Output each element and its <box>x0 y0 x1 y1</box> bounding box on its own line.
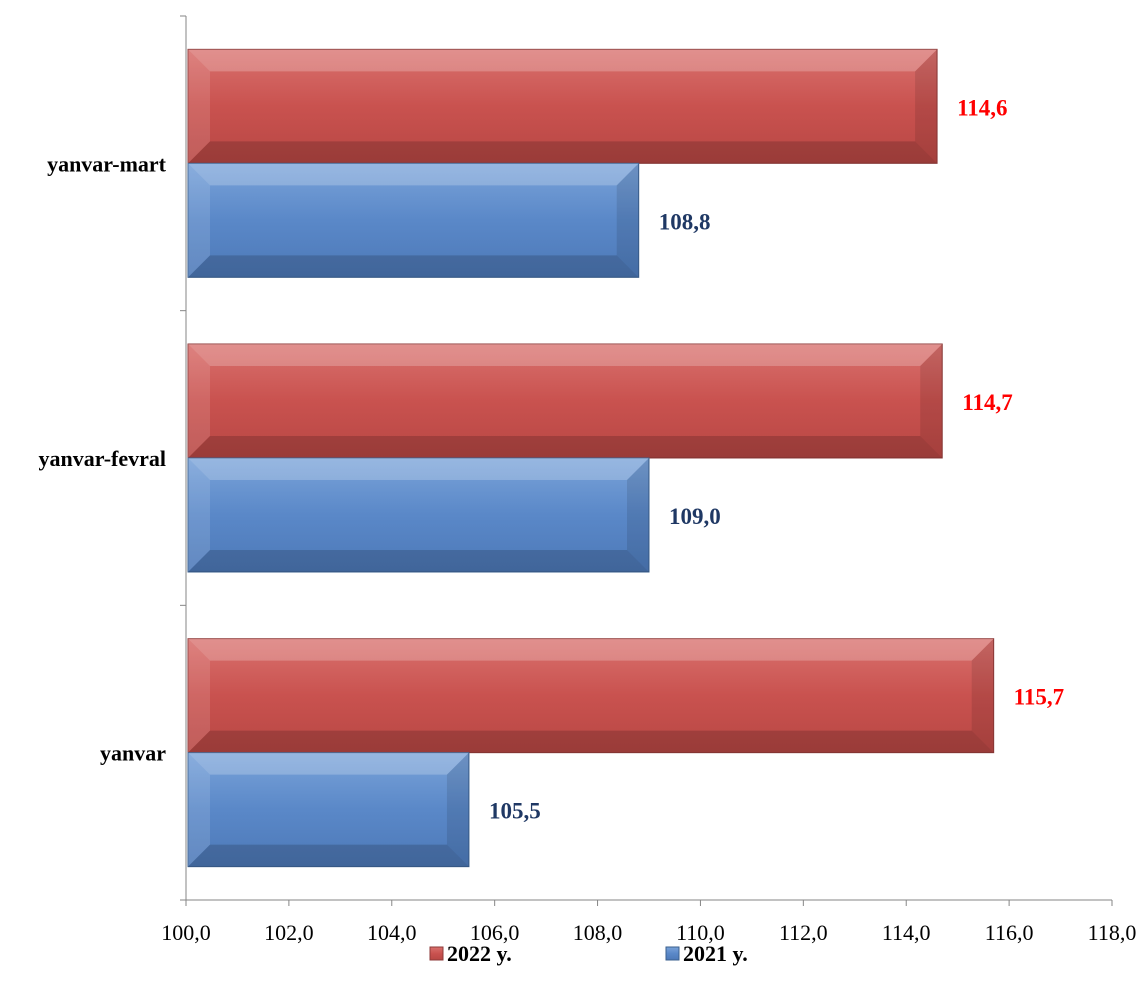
category-label: yanvar-fevral <box>39 446 166 471</box>
bar-2022-yanvar <box>187 638 995 754</box>
x-tick-label: 112,0 <box>779 920 828 945</box>
bar-bevel-bottom <box>188 141 938 164</box>
category-label: yanvar <box>100 741 166 766</box>
x-tick-label: 102,0 <box>264 920 314 945</box>
bar-bevel-bottom <box>188 730 994 753</box>
x-tick-label: 108,0 <box>573 920 623 945</box>
bar-2022-yanvar-mart <box>187 48 938 164</box>
legend-swatch <box>665 946 680 961</box>
bar-bevel-left <box>188 49 210 164</box>
bar-face <box>187 343 943 459</box>
bar-bevel-left <box>188 638 210 753</box>
bar-bevel-bottom <box>188 255 639 278</box>
labels: 100,0 102,0 104,0 106,0 108,0 110,0 112,0 114,0… <box>39 95 1137 945</box>
bar-bevel-right <box>627 458 649 572</box>
legend-item-2022: 2022 y. <box>429 941 512 966</box>
bar-bevel-left <box>188 163 210 278</box>
bar-bevel-left <box>188 344 210 458</box>
bar-bevel-top <box>188 458 649 480</box>
bar-bevel-top <box>188 344 943 366</box>
x-tick-label: 116,0 <box>985 920 1034 945</box>
bar-2021-yanvar-fevral <box>187 457 650 573</box>
data-label: 109,0 <box>669 504 721 529</box>
bar-face <box>187 457 650 573</box>
bar-2021-yanvar <box>187 752 470 868</box>
bar-bevel-right <box>971 638 994 753</box>
legend-label: 2021 y. <box>683 941 748 966</box>
data-label: 105,5 <box>489 799 541 824</box>
bar-face <box>187 162 640 278</box>
bar-bevel-top <box>188 163 639 186</box>
bar-bevel-top <box>188 752 469 775</box>
legend: 2022 y. 2021 y. <box>429 941 748 966</box>
x-tick-label: 110,0 <box>676 920 725 945</box>
bar-bevel-right <box>915 49 938 164</box>
bar-bevel-top <box>188 638 994 661</box>
bar-bevel-bottom <box>188 844 469 867</box>
bar-bevel-right <box>446 752 469 867</box>
x-tick-label: 114,0 <box>882 920 931 945</box>
bar-bevel-bottom <box>188 550 649 572</box>
data-label: 114,6 <box>957 95 1007 120</box>
legend-label: 2022 y. <box>447 941 512 966</box>
bar-bevel-right <box>920 344 943 458</box>
x-tick-label: 104,0 <box>367 920 417 945</box>
bar-2021-yanvar-mart <box>187 162 640 278</box>
legend-item-2021: 2021 y. <box>665 941 748 966</box>
bars <box>187 48 995 868</box>
bar-2022-yanvar-fevral <box>187 343 943 459</box>
bar-bevel-bottom <box>188 436 943 458</box>
x-tick-label: 106,0 <box>470 920 520 945</box>
data-label: 108,8 <box>659 209 711 234</box>
bar-bevel-top <box>188 49 938 72</box>
bar-face <box>187 48 938 164</box>
axes <box>180 15 1113 906</box>
bar-face <box>187 752 470 868</box>
category-label: yanvar-mart <box>47 151 167 176</box>
data-label: 114,7 <box>962 390 1012 415</box>
bar-bevel-left <box>188 458 210 572</box>
bar-bevel-right <box>616 163 639 278</box>
x-tick-label: 118,0 <box>1088 920 1137 945</box>
data-label: 115,7 <box>1014 685 1064 710</box>
bar-bevel-left <box>188 752 210 867</box>
x-tick-label: 100,0 <box>161 920 211 945</box>
legend-swatch <box>429 946 444 961</box>
bar-face <box>187 638 995 754</box>
